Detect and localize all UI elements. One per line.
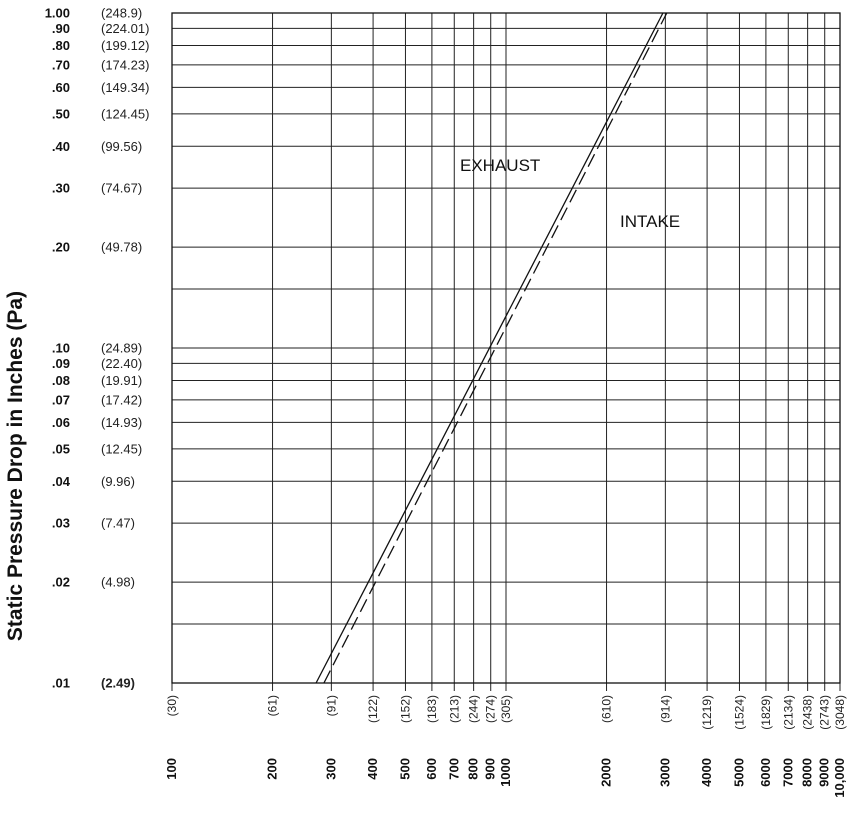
x-tick-label: 800 xyxy=(466,758,481,780)
y-tick-label: .09 xyxy=(52,356,70,371)
y-tick-label: .03 xyxy=(52,516,70,531)
y-tick-pa-label: (24.89) xyxy=(101,341,142,356)
x-tick-metric-label: (2438) xyxy=(801,695,815,730)
y-tick-pa-label: (19.91) xyxy=(101,373,142,388)
x-tick-metric-label: (1219) xyxy=(700,695,714,730)
plot-border xyxy=(171,12,841,684)
y-axis-unit: (Pa) xyxy=(4,290,27,331)
y-tick-label: .90 xyxy=(52,21,70,36)
y-tick-pa-label: (49.78) xyxy=(101,240,142,255)
x-tick-metric-label: (3048) xyxy=(833,695,847,730)
y-tick-label: .30 xyxy=(52,181,70,196)
y-tick-pa-label: (4.98) xyxy=(101,575,135,590)
y-tick-label: 1.00 xyxy=(45,6,70,21)
y-tick-pa-label: (74.67) xyxy=(101,181,142,196)
x-tick-label: 9000 xyxy=(817,758,832,787)
y-tick-labels: 1.00 (248.9) .90 (224.01) .80 (199.12) .70 (174… xyxy=(45,6,150,691)
series-line-intake xyxy=(323,12,668,684)
x-tick-label: 6000 xyxy=(758,758,773,787)
y-tick-pa-label: (17.42) xyxy=(101,392,142,407)
y-tick-label: .20 xyxy=(52,240,70,255)
y-tick-label: .80 xyxy=(52,38,70,53)
y-tick-pa-label: (149.34) xyxy=(101,80,149,95)
y-tick-label: .04 xyxy=(52,474,71,489)
y-tick-label: .05 xyxy=(52,441,70,456)
x-tick-label: 4000 xyxy=(699,758,714,787)
x-tick-label: 10,000 xyxy=(832,758,847,798)
series-line-exhaust xyxy=(315,12,664,684)
series-label-exhaust: EXHAUST xyxy=(460,156,540,175)
y-tick-label: .06 xyxy=(52,415,70,430)
series-lines xyxy=(315,12,668,684)
y-tick-pa-label: (22.40) xyxy=(101,356,142,371)
y-tick-pa-label: (9.96) xyxy=(101,474,135,489)
y-tick-label: .50 xyxy=(52,106,70,121)
x-tick-metric-label: (274) xyxy=(484,695,498,723)
y-axis-label: Static Pressure Drop in Inches (Pa) xyxy=(4,291,28,641)
series-label-intake: INTAKE xyxy=(620,212,680,231)
x-tick-metric-label: (91) xyxy=(324,695,338,716)
x-tick-label: 2000 xyxy=(599,758,614,787)
x-tick-metric-label: (213) xyxy=(447,695,461,723)
x-tick-label: 5000 xyxy=(731,758,746,787)
y-tick-pa-label: (99.56) xyxy=(101,139,142,154)
y-tick-pa-label: (224.01) xyxy=(101,21,149,36)
y-tick-label: .08 xyxy=(52,373,70,388)
y-tick-label: .70 xyxy=(52,57,70,72)
x-tick-metric-label: (152) xyxy=(398,695,412,723)
y-tick-label: .10 xyxy=(52,341,70,356)
x-tick-label: 3000 xyxy=(657,758,672,787)
x-tick-label: 8000 xyxy=(800,758,815,787)
y-tick-label: .02 xyxy=(52,575,70,590)
x-tick-label: 700 xyxy=(446,758,461,780)
y-tick-label: .60 xyxy=(52,80,70,95)
x-tick-metric-label: (2134) xyxy=(781,695,795,730)
x-tick-label: 300 xyxy=(323,758,338,780)
x-tick-metric-label: (305) xyxy=(499,695,513,723)
y-tick-pa-label: (124.45) xyxy=(101,106,149,121)
y-tick-pa-label: (2.49) xyxy=(101,676,135,691)
x-tick-label: 400 xyxy=(365,758,380,780)
y-tick-label: .40 xyxy=(52,139,70,154)
x-tick-label: 500 xyxy=(397,758,412,780)
x-tick-label: 1000 xyxy=(498,758,513,787)
grid xyxy=(171,12,841,691)
x-tick-metric-label: (244) xyxy=(467,695,481,723)
x-tick-labels: (30) 100 (61) 200 (91) 300 (122) 400 (152) 500 (18… xyxy=(164,695,847,798)
x-tick-metric-label: (30) xyxy=(165,695,179,716)
x-tick-label: 900 xyxy=(483,758,498,780)
x-tick-metric-label: (61) xyxy=(266,695,280,716)
y-tick-pa-label: (199.12) xyxy=(101,38,149,53)
y-tick-pa-label: (174.23) xyxy=(101,57,149,72)
y-axis-label-text: Static Pressure Drop in Inches xyxy=(4,336,27,642)
x-tick-label: 200 xyxy=(265,758,280,780)
y-tick-label: .07 xyxy=(52,392,70,407)
x-tick-metric-label: (122) xyxy=(366,695,380,723)
y-tick-pa-label: (248.9) xyxy=(101,6,142,21)
y-tick-pa-label: (12.45) xyxy=(101,441,142,456)
series-annotations: EXHAUST INTAKE xyxy=(460,156,680,231)
x-tick-label: 600 xyxy=(424,758,439,780)
x-tick-metric-label: (610) xyxy=(600,695,614,723)
y-tick-pa-label: (14.93) xyxy=(101,415,142,430)
x-tick-metric-label: (1829) xyxy=(759,695,773,730)
y-tick-pa-label: (7.47) xyxy=(101,516,135,531)
x-tick-metric-label: (183) xyxy=(425,695,439,723)
x-tick-metric-label: (914) xyxy=(658,695,672,723)
x-tick-label: 100 xyxy=(164,758,179,780)
x-tick-metric-label: (1524) xyxy=(732,695,746,730)
plot-frame xyxy=(171,12,841,684)
x-tick-metric-label: (2743) xyxy=(818,695,832,730)
y-tick-label: .01 xyxy=(52,676,70,691)
x-tick-label: 7000 xyxy=(780,758,795,787)
